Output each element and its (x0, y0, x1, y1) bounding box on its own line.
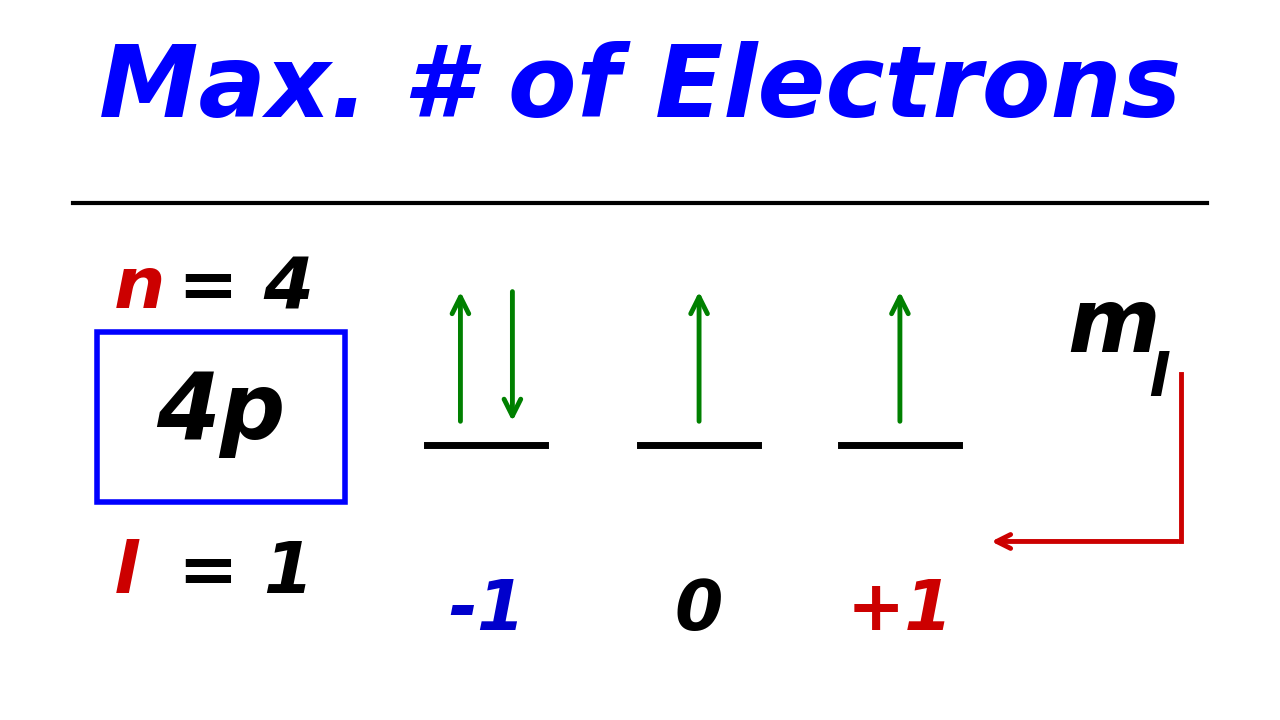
Text: Max. # of Electrons: Max. # of Electrons (99, 41, 1181, 138)
Text: = 4: = 4 (154, 254, 315, 323)
Text: l: l (1148, 351, 1169, 408)
Text: n: n (114, 254, 165, 323)
Text: m: m (1068, 284, 1160, 372)
Text: 0: 0 (675, 577, 723, 644)
Text: -1: -1 (448, 577, 525, 644)
Bar (96, 331, 344, 503)
Text: 4p: 4p (156, 369, 285, 459)
Text: l: l (114, 539, 140, 608)
Text: +1: +1 (846, 577, 954, 644)
Text: = 1: = 1 (154, 539, 315, 608)
